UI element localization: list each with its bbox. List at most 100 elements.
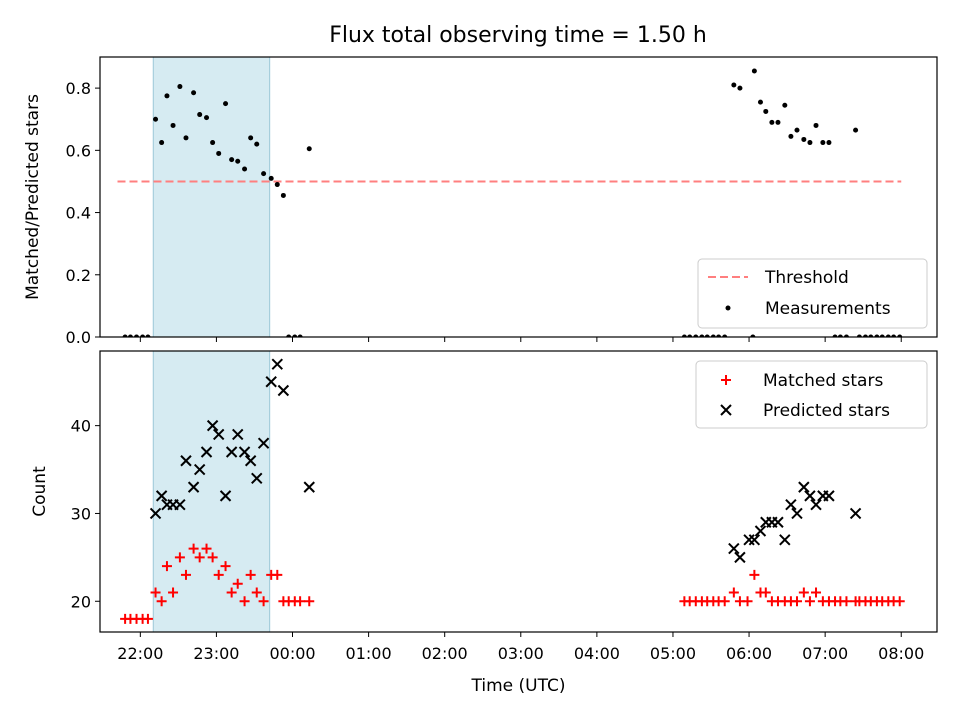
x-tick-label: 02:00 [422, 644, 468, 663]
x-tick-label: 04:00 [574, 644, 620, 663]
measurement-point [699, 334, 705, 337]
measurement-point [775, 119, 781, 125]
measurement-point [286, 334, 292, 337]
matched-star-point [251, 587, 262, 598]
predicted-star-point [743, 534, 755, 546]
predicted-star-point [271, 358, 283, 370]
chart-title: Flux total observing time = 1.50 h [329, 23, 707, 48]
measurement-point [807, 140, 813, 146]
matched-star-point [272, 569, 283, 580]
measurement-point [210, 140, 216, 146]
matched-star-point [150, 587, 161, 598]
predicted-star-point [232, 428, 244, 441]
predicted-star-point [187, 481, 200, 493]
measurement-point [897, 334, 903, 337]
measurement-point [837, 334, 843, 337]
bottom-panel: 20 30 40 Count 22:00 23:00 00:00 01:00 02:00 03:0… [30, 350, 938, 696]
matched-star-point [174, 552, 185, 563]
measurement-point [879, 334, 885, 337]
legend-measurement-swatch [725, 305, 731, 311]
y-tick-label: 20 [71, 592, 91, 611]
matched-star-point [728, 587, 739, 598]
measurement-point [862, 334, 868, 337]
measurement-point [843, 334, 849, 337]
predicted-star-point [257, 437, 270, 449]
predicted-star-point [200, 446, 213, 458]
axes-frame [99, 350, 938, 633]
y-tick-label: 0.6 [66, 141, 91, 160]
predicted-star-point [849, 507, 862, 520]
measurement-point [737, 85, 743, 91]
measurement-point [891, 334, 897, 337]
measurement-point [235, 158, 241, 164]
measurement-point [140, 334, 146, 337]
measurement-point [164, 93, 170, 99]
matched-star-point [194, 552, 205, 563]
measurement-point [782, 102, 788, 108]
matched-star-point [142, 613, 153, 624]
legend: Matched stars Predicted stars [695, 360, 928, 429]
measurement-point [122, 334, 128, 337]
legend-matched-label: Matched stars [763, 371, 883, 391]
measurement-point [693, 334, 699, 337]
measurement-point [268, 175, 274, 181]
measurement-point [292, 334, 298, 337]
matched-star-point [841, 596, 852, 607]
matched-star-point [719, 596, 730, 607]
predicted-star-point [277, 384, 290, 397]
x-tick-label: 01:00 [346, 644, 392, 663]
predicted-star-point [193, 463, 206, 476]
measurement-point [223, 101, 229, 107]
measurement-point [856, 334, 862, 337]
predicted-star-point [155, 490, 168, 502]
measurement-point [769, 119, 775, 125]
measurement-point [832, 334, 838, 337]
legend: Threshold Measurements [697, 258, 928, 329]
legend-box [695, 360, 928, 429]
predicted-star-point [798, 481, 810, 493]
matched-star-point [304, 596, 315, 607]
measurement-point [722, 334, 728, 337]
measurement-point [716, 334, 722, 337]
matched-star-point [213, 569, 224, 580]
measurement-point [681, 334, 687, 337]
matched-star-point [201, 543, 212, 554]
x-tick-label: 05:00 [650, 644, 696, 663]
matched-star-point [161, 561, 172, 572]
legend-matched-swatch [721, 375, 731, 385]
measurement-point [874, 334, 880, 337]
y-axis-label: Matched/Predicted stars [23, 94, 43, 300]
matched-star-point [226, 587, 237, 598]
predicted-star-point [748, 534, 761, 546]
measurement-point [750, 334, 756, 337]
x-tick-label: 23:00 [193, 644, 239, 663]
measurement-point [145, 334, 151, 337]
matched-star-point [760, 587, 771, 598]
matched-star-point [258, 596, 269, 607]
predicted-star-point [180, 455, 192, 467]
legend-threshold-label: Threshold [764, 268, 849, 288]
matched-star-point [749, 569, 760, 580]
measurement-point [731, 82, 737, 88]
predicted-star-point [754, 525, 767, 537]
matched-star-point [804, 596, 815, 607]
predicted-star-point [265, 376, 277, 388]
measurement-point [254, 141, 260, 147]
predicted-star-point [251, 472, 263, 485]
matched-star-point [791, 596, 802, 607]
measurement-point [183, 135, 189, 141]
measurement-point [204, 115, 210, 121]
predicted-star-point [728, 542, 740, 555]
matched-star-point [232, 578, 243, 589]
measurement-point [868, 334, 874, 337]
y-tick-label: 0.0 [66, 328, 91, 347]
matched-star-point [811, 587, 822, 598]
matched-star-point [156, 596, 167, 607]
matched-star-point [894, 596, 905, 607]
x-tick-label: 08:00 [878, 644, 924, 663]
plot-area [117, 68, 903, 337]
x-tick-label: 00:00 [269, 644, 315, 663]
plot-area [120, 358, 905, 624]
measurement-point [261, 171, 267, 177]
